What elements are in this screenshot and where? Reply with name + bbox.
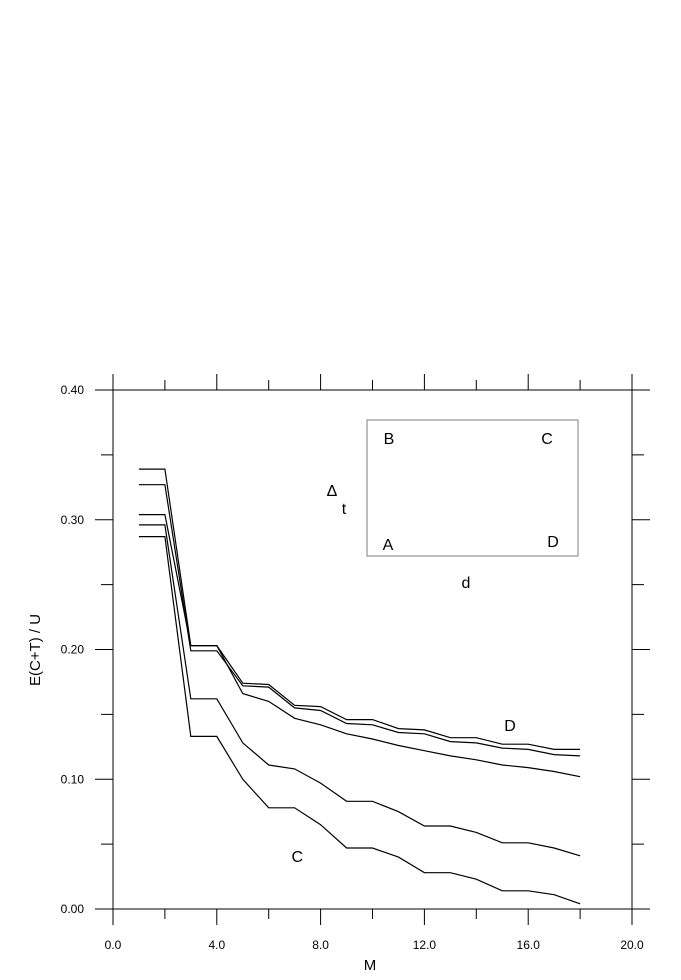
inset-side-label-subscript: t: [342, 501, 347, 518]
series-line-2: [138, 484, 581, 757]
x-tick-label: 20.0: [620, 938, 644, 952]
series-annotation-c: C: [291, 849, 303, 866]
x-tick-label: 4.0: [208, 938, 225, 952]
x-axis-title: M: [364, 957, 377, 974]
y-tick-label: 0.20: [61, 643, 85, 657]
inset-side-label-delta: Δ: [327, 483, 338, 500]
x-tick-labels: 0.0 4.0 8.0 12.0 16.0 20.0: [105, 938, 644, 952]
tick-marks: [95, 374, 650, 925]
inset-corner-a: A: [383, 537, 394, 554]
series-line-1: [138, 468, 581, 751]
inset-diagram: B C A D Δ t d: [327, 419, 579, 592]
y-tick-label: 0.30: [61, 513, 85, 527]
inset-corner-c: C: [541, 431, 553, 448]
series-line-4: [138, 524, 581, 857]
x-tick-label: 0.0: [105, 938, 122, 952]
inset-bottom-label: d: [462, 575, 471, 592]
series-line-3: [138, 513, 581, 778]
inset-corner-b: B: [384, 431, 395, 448]
data-lines: [138, 468, 581, 905]
x-tick-label: 8.0: [312, 938, 329, 952]
y-tick-label: 0.10: [61, 772, 85, 786]
y-tick-labels: 0.00 0.10 0.20 0.30 0.40: [61, 383, 85, 916]
y-axis-title: E(C+T) / U: [27, 614, 44, 686]
inset-corner-d: D: [547, 534, 559, 551]
inset-rectangle: [366, 419, 579, 557]
x-tick-label: 16.0: [517, 938, 541, 952]
y-tick-label: 0.00: [61, 902, 85, 916]
series-annotation-d: D: [504, 718, 516, 735]
y-tick-label: 0.40: [61, 383, 85, 397]
x-tick-label: 12.0: [413, 938, 437, 952]
plot-frame: [112, 389, 633, 910]
series-line-5: [138, 535, 581, 905]
